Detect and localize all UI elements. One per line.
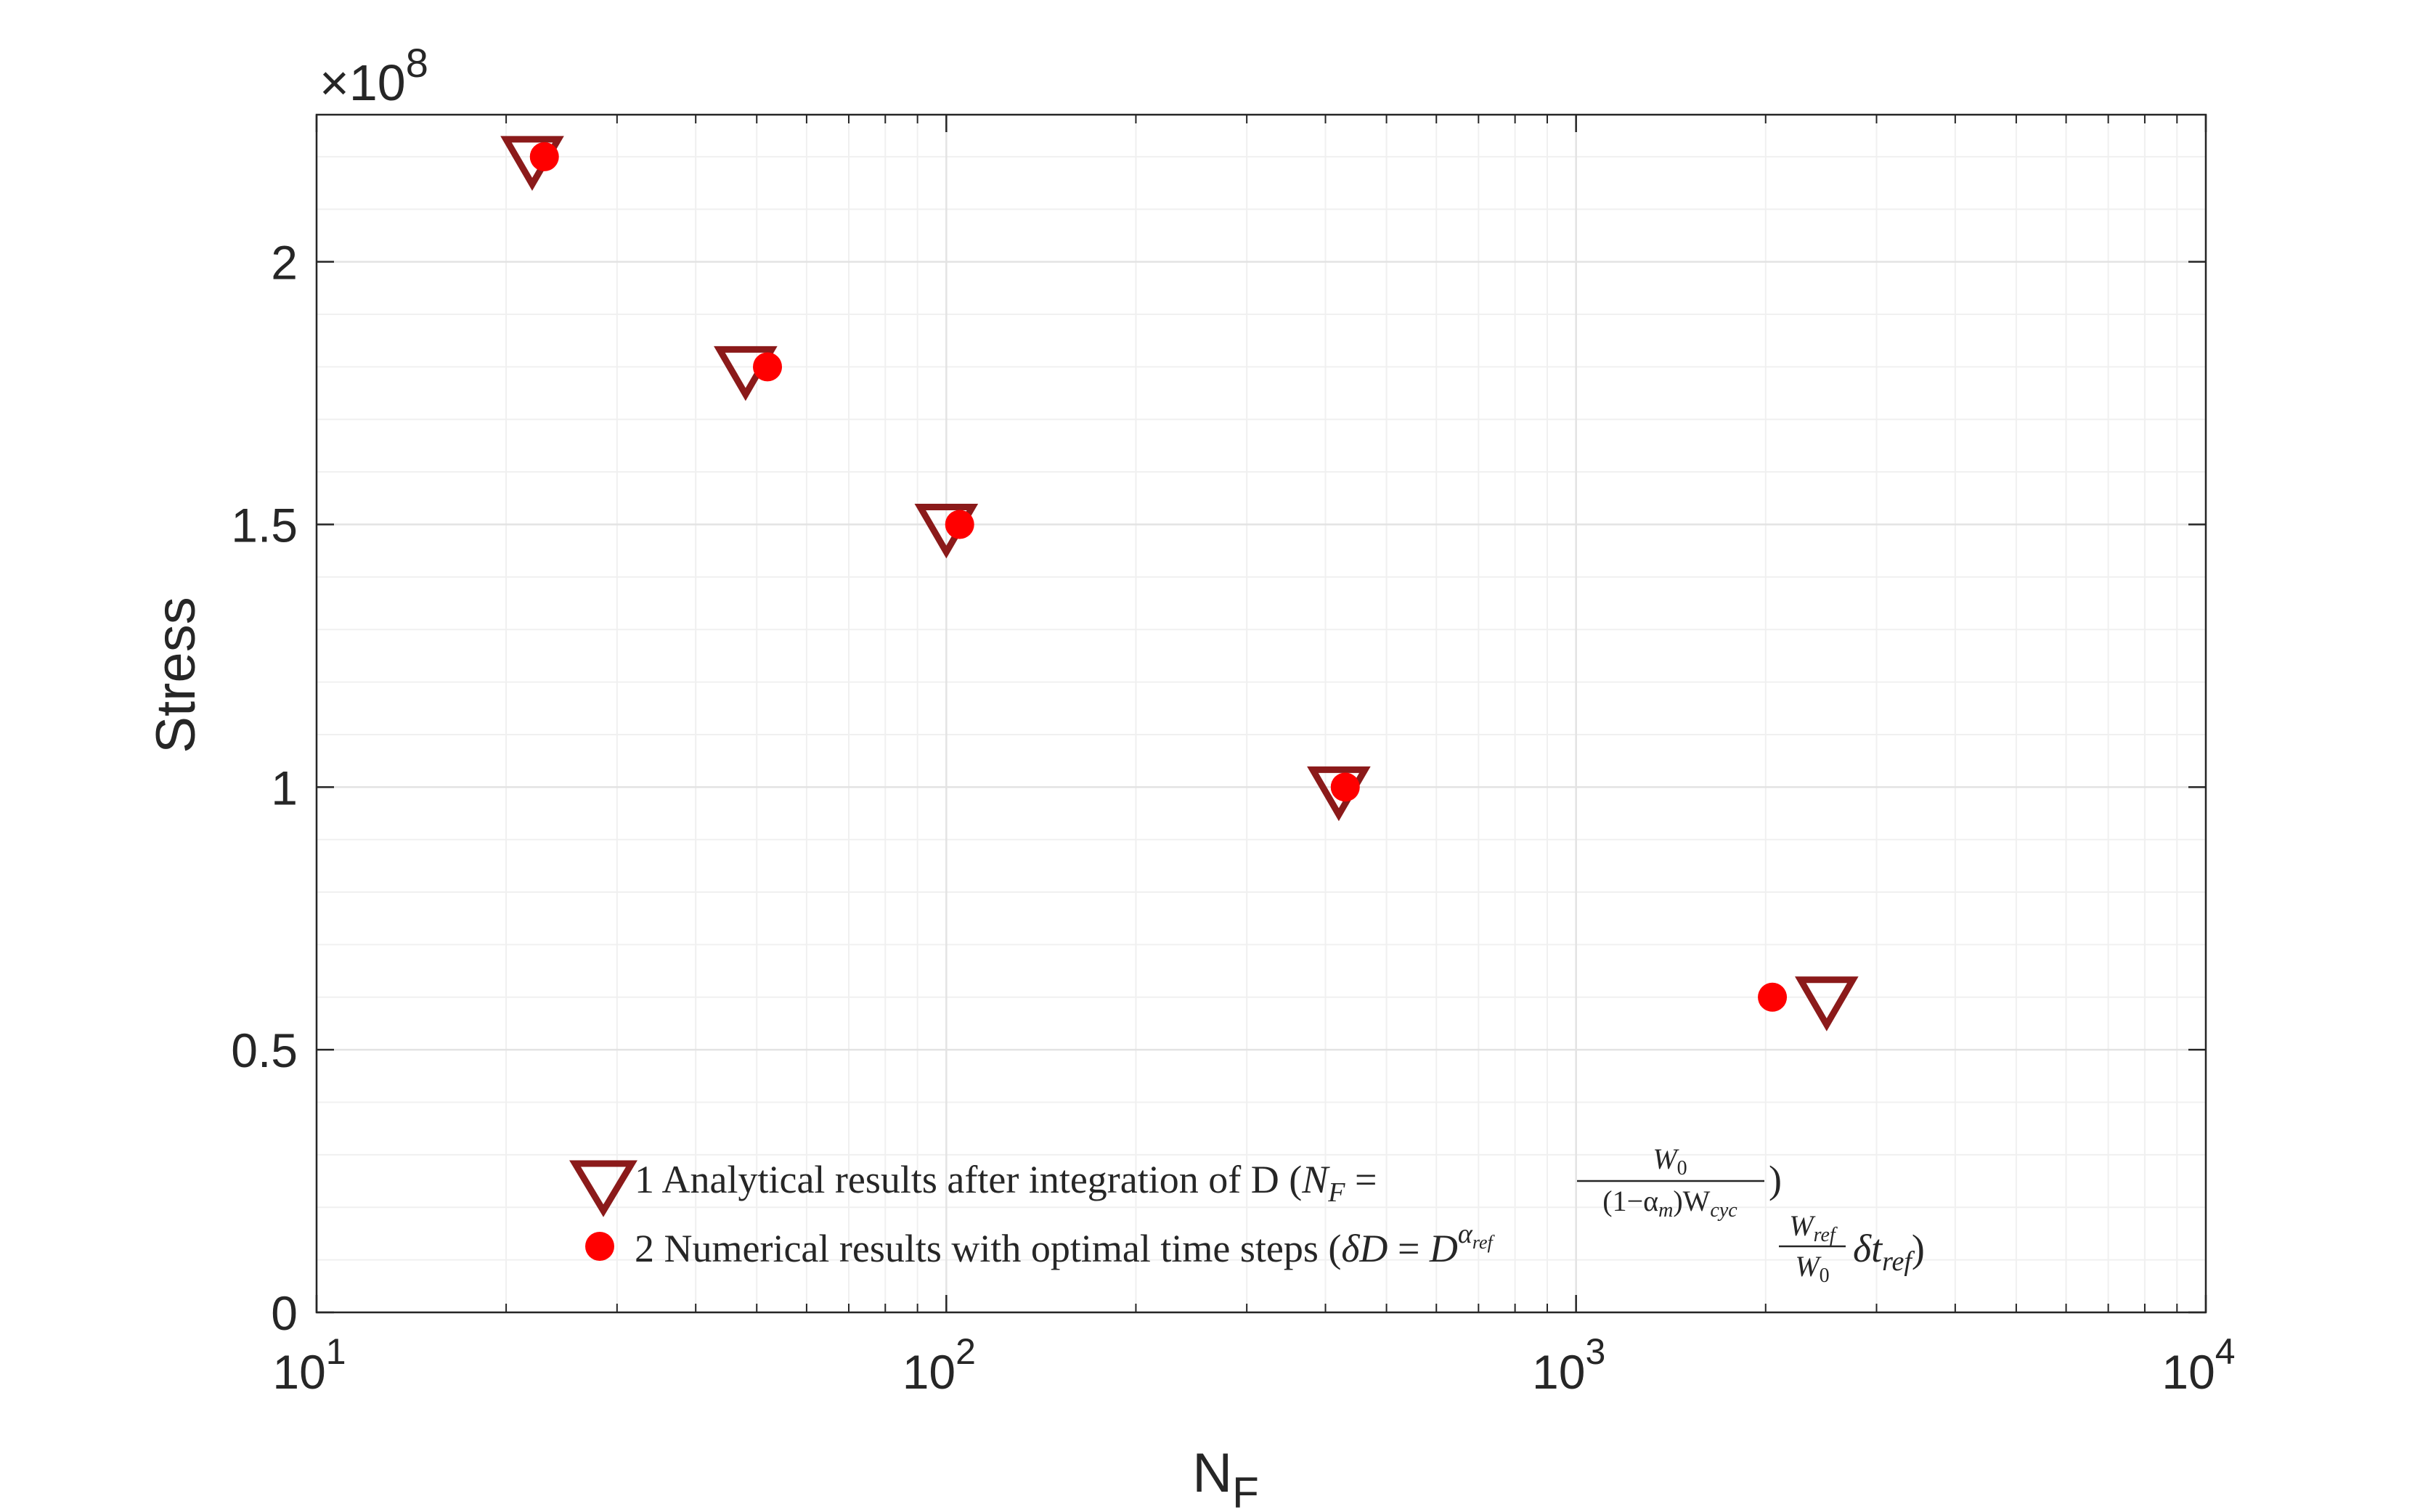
numerical-point [1758,982,1788,1012]
y-tick-label: 1.5 [231,498,298,552]
x-tick-label: 104 [2162,1331,2235,1399]
legend-item-analytical: 1 Analytical results after integration o… [569,1143,1782,1222]
y-tick-labels: 0 0.5 1 1.5 2 [231,236,298,1340]
tick-marks [315,115,2207,1314]
legend-fraction-numerical: Wref W0 [1779,1209,1846,1287]
axes-background [317,115,2206,1312]
series-layer [500,136,1859,1031]
y-exponent-label: ×108 [319,40,428,111]
x-tick-label: 103 [1532,1331,1605,1399]
minor-grid [317,115,2206,1312]
legend-close-analytical: ) [1769,1158,1782,1201]
numerical-point [945,510,974,539]
y-tick-label: 1 [271,761,298,814]
y-tick-label: 0.5 [231,1023,298,1077]
svg-text:Wref: Wref [1789,1209,1838,1246]
axes-frame [315,113,2207,1314]
numerical-point [529,142,559,171]
x-axis-label: NF [1192,1442,1259,1512]
plot-area [315,113,2207,1314]
analytical-point [1794,976,1859,1031]
y-axis-label: Stress [145,597,207,753]
svg-text:W0: W0 [1653,1143,1687,1180]
y-tick-label: 0 [271,1286,298,1340]
legend-marker-circle [585,1232,614,1261]
legend-marker-triangle [569,1160,637,1217]
legend-item-numerical: 2 Numerical results with optimal time st… [585,1209,1925,1287]
x-tick-labels: 101 102 103 104 [272,1331,2235,1399]
legend: 1 Analytical results after integration o… [569,1143,1925,1287]
svg-text:W0: W0 [1795,1250,1829,1287]
numerical-point [1330,772,1360,802]
x-tick-label: 102 [903,1331,976,1399]
legend-fraction-analytical: W0 (1−αm)Wcyc [1577,1143,1764,1222]
legend-label-analytical: 1 Analytical results after integration o… [635,1158,1377,1208]
numerical-point [753,352,783,382]
y-tick-label: 2 [271,236,298,290]
svg-text:(1−αm)Wcyc: (1−αm)Wcyc [1602,1185,1737,1222]
legend-label-numerical-tail: δtref) [1853,1227,1925,1277]
legend-label-numerical: 2 Numerical results with optimal time st… [635,1219,1496,1270]
x-tick-label: 101 [272,1331,346,1399]
